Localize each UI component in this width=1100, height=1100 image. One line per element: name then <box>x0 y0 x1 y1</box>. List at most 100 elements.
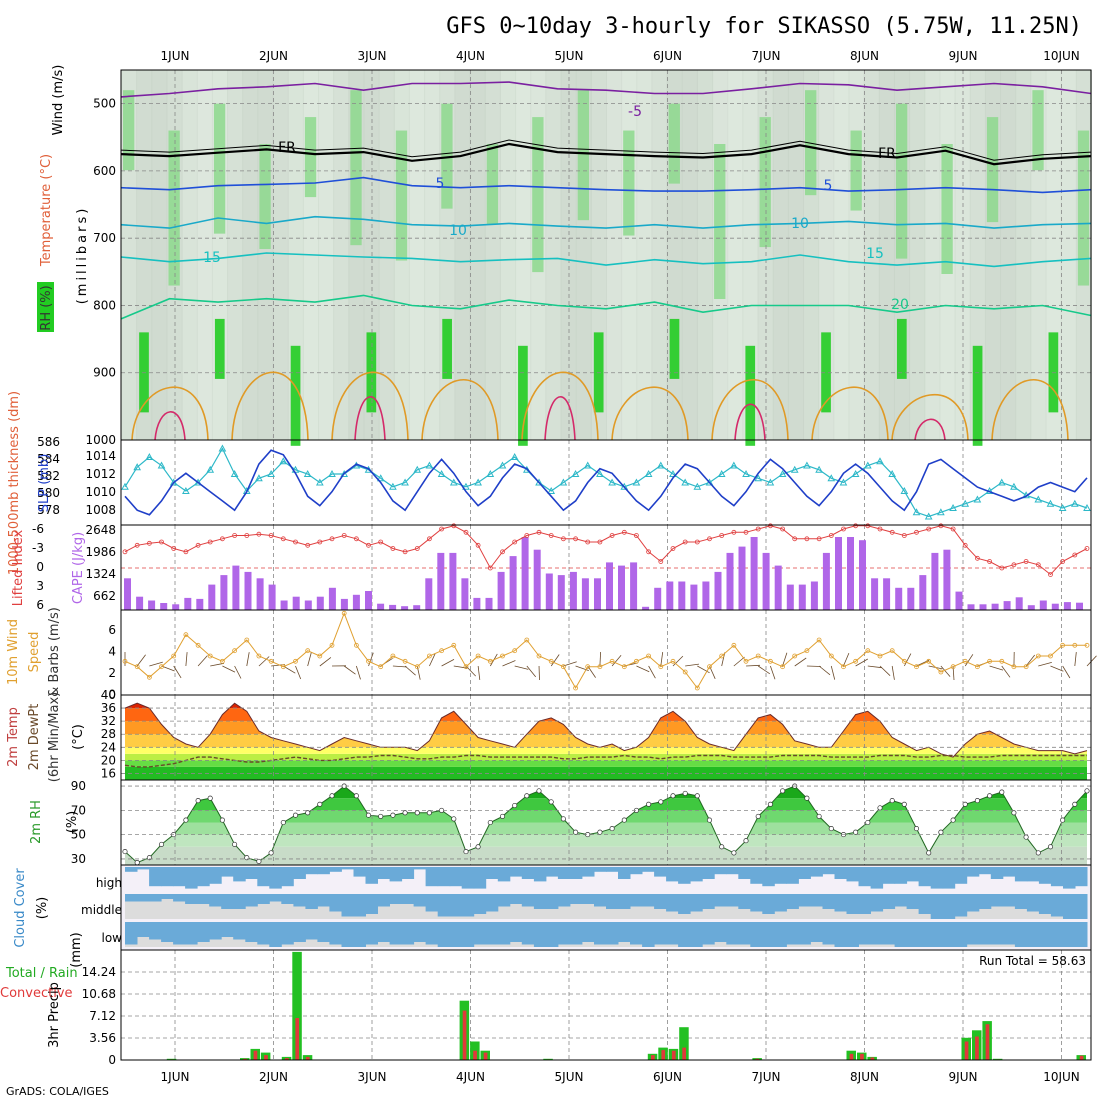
li-point <box>183 549 189 555</box>
li-point <box>171 546 177 551</box>
rh-point <box>950 817 956 823</box>
rh-point <box>1023 834 1029 840</box>
thickness-point <box>778 469 787 477</box>
wind-barb <box>903 653 912 667</box>
wind-speed-point <box>901 658 907 664</box>
rh-point <box>207 795 213 801</box>
wind-speed-point <box>353 642 359 648</box>
rh-shading-column <box>469 70 486 440</box>
cloud-cell-middle <box>930 894 944 919</box>
cape-bar <box>509 556 517 610</box>
rh-shading-column <box>878 70 895 440</box>
rh-moist-patch <box>714 144 726 299</box>
y-tick-label-pressure: 600 <box>93 164 116 178</box>
cloud-cell-low <box>245 922 258 942</box>
cloud-cell-high <box>834 867 847 879</box>
wind-speed-point <box>329 642 335 648</box>
rh-point <box>512 802 518 809</box>
li-point <box>1023 559 1029 564</box>
wind-barb <box>550 654 560 667</box>
cloud-cell-middle <box>846 894 859 914</box>
wind-speed-point <box>280 664 286 670</box>
y-tick-label-li: -6 <box>32 522 44 536</box>
li-point <box>634 533 639 538</box>
cloud-cell-high <box>1014 867 1028 882</box>
rh-shading-column <box>696 70 714 440</box>
cape-bar <box>328 587 336 610</box>
cape-bar <box>172 604 180 610</box>
wind-speed-point <box>475 653 481 659</box>
cloud-cell-high <box>293 867 306 879</box>
cloud-cell-middle <box>449 894 463 917</box>
x-tick-label-top: 1JUN <box>161 49 190 63</box>
run-total-label: Run Total = 58.63 <box>979 954 1086 968</box>
isotherm-hot-contour <box>734 403 766 441</box>
rh-shading-column <box>257 70 274 440</box>
li-point <box>719 533 725 538</box>
x-tick-label-top: 4JUN <box>456 49 485 63</box>
thickness-point <box>328 469 336 477</box>
cloud-cell-high <box>497 867 511 882</box>
li-point <box>914 529 919 535</box>
precip-convective-bar <box>305 1056 310 1060</box>
cloud-cell-high <box>846 867 859 882</box>
cloud-cell-high <box>618 867 631 879</box>
wind-barb <box>404 665 416 676</box>
rh-bands <box>125 786 1087 865</box>
wind-barb <box>441 659 455 667</box>
rh-shading-column <box>833 70 850 440</box>
wind-speed-point <box>232 648 238 654</box>
wind-barb <box>733 656 745 667</box>
wind-barb <box>149 661 163 667</box>
contour-label: FR <box>878 146 896 162</box>
wind-speed-point <box>877 653 883 659</box>
cloud-cell-high <box>1050 867 1064 887</box>
thickness-point <box>145 452 154 460</box>
li-point <box>366 542 371 548</box>
cloud-cell-high <box>365 867 378 884</box>
contour-label: 5 <box>436 176 445 192</box>
li-point <box>317 539 323 545</box>
thickness-point <box>182 486 190 494</box>
cloud-cell-low <box>1063 922 1076 947</box>
isotherm-hot-contour <box>354 396 386 441</box>
wind-speed-point <box>402 658 408 664</box>
wind-barb <box>721 652 726 667</box>
wind-speed-point <box>755 653 761 659</box>
wind-speed-point <box>707 664 712 670</box>
cloud-cell-middle <box>582 894 595 904</box>
thickness-point <box>462 482 470 490</box>
cloud-row-label-middle: middle <box>81 903 122 917</box>
precip-convective-bar <box>651 1055 655 1060</box>
y-tick-label-rh: 70 <box>71 803 86 817</box>
y-tick-label-temp: 36 <box>101 701 116 715</box>
li-point <box>731 529 737 535</box>
cloud-cell-middle <box>497 894 511 907</box>
precip-convective-bar <box>243 1058 247 1060</box>
rh-point <box>913 826 920 832</box>
li-point <box>1084 546 1090 551</box>
li-point <box>500 549 505 555</box>
rh-point <box>719 844 725 850</box>
precip-convective-bar <box>755 1058 760 1060</box>
rh-moist-patch <box>759 117 771 248</box>
wind-speed-point <box>1072 642 1078 648</box>
y-tick-label-pressure: 800 <box>93 298 116 312</box>
thickness-point <box>705 478 714 486</box>
li-point <box>865 523 871 529</box>
precip-convective-bar <box>682 1047 686 1060</box>
cloud-cell-middle <box>281 894 294 904</box>
li-point <box>597 539 603 545</box>
cloud-cell-low <box>377 922 390 942</box>
li-point <box>889 529 895 535</box>
wind-barb <box>611 655 622 667</box>
cloud-cell-middle <box>269 894 282 902</box>
cloud-cell-middle <box>858 894 871 914</box>
cape-bar <box>1003 601 1011 610</box>
rh-moist-patch <box>304 117 317 198</box>
thickness-point <box>924 512 933 520</box>
cloud-cell-middle <box>353 894 366 917</box>
precip-convective-bar <box>473 1050 477 1060</box>
cloud-cell-low <box>449 922 463 947</box>
li-point <box>451 523 457 529</box>
